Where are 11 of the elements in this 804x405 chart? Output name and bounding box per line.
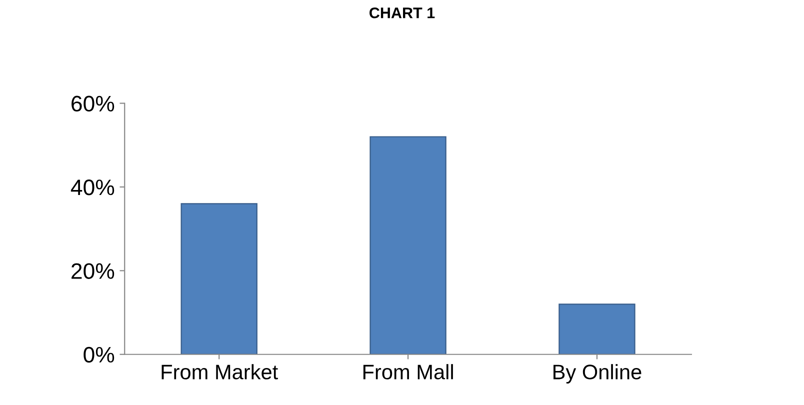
x-tick-label: By Online bbox=[554, 364, 642, 384]
y-tick-label: 0% bbox=[84, 346, 114, 363]
y-tick-label: 40% bbox=[70, 180, 114, 196]
bar bbox=[558, 304, 636, 354]
x-tick-label: From Market bbox=[162, 364, 278, 380]
bar bbox=[370, 136, 446, 354]
chart-title: CHART 1 bbox=[370, 7, 435, 18]
bar bbox=[180, 203, 258, 354]
y-tick-label: 20% bbox=[72, 263, 114, 279]
x-tick-label: From Mall bbox=[363, 364, 453, 380]
y-tick-label: 60% bbox=[72, 96, 114, 112]
